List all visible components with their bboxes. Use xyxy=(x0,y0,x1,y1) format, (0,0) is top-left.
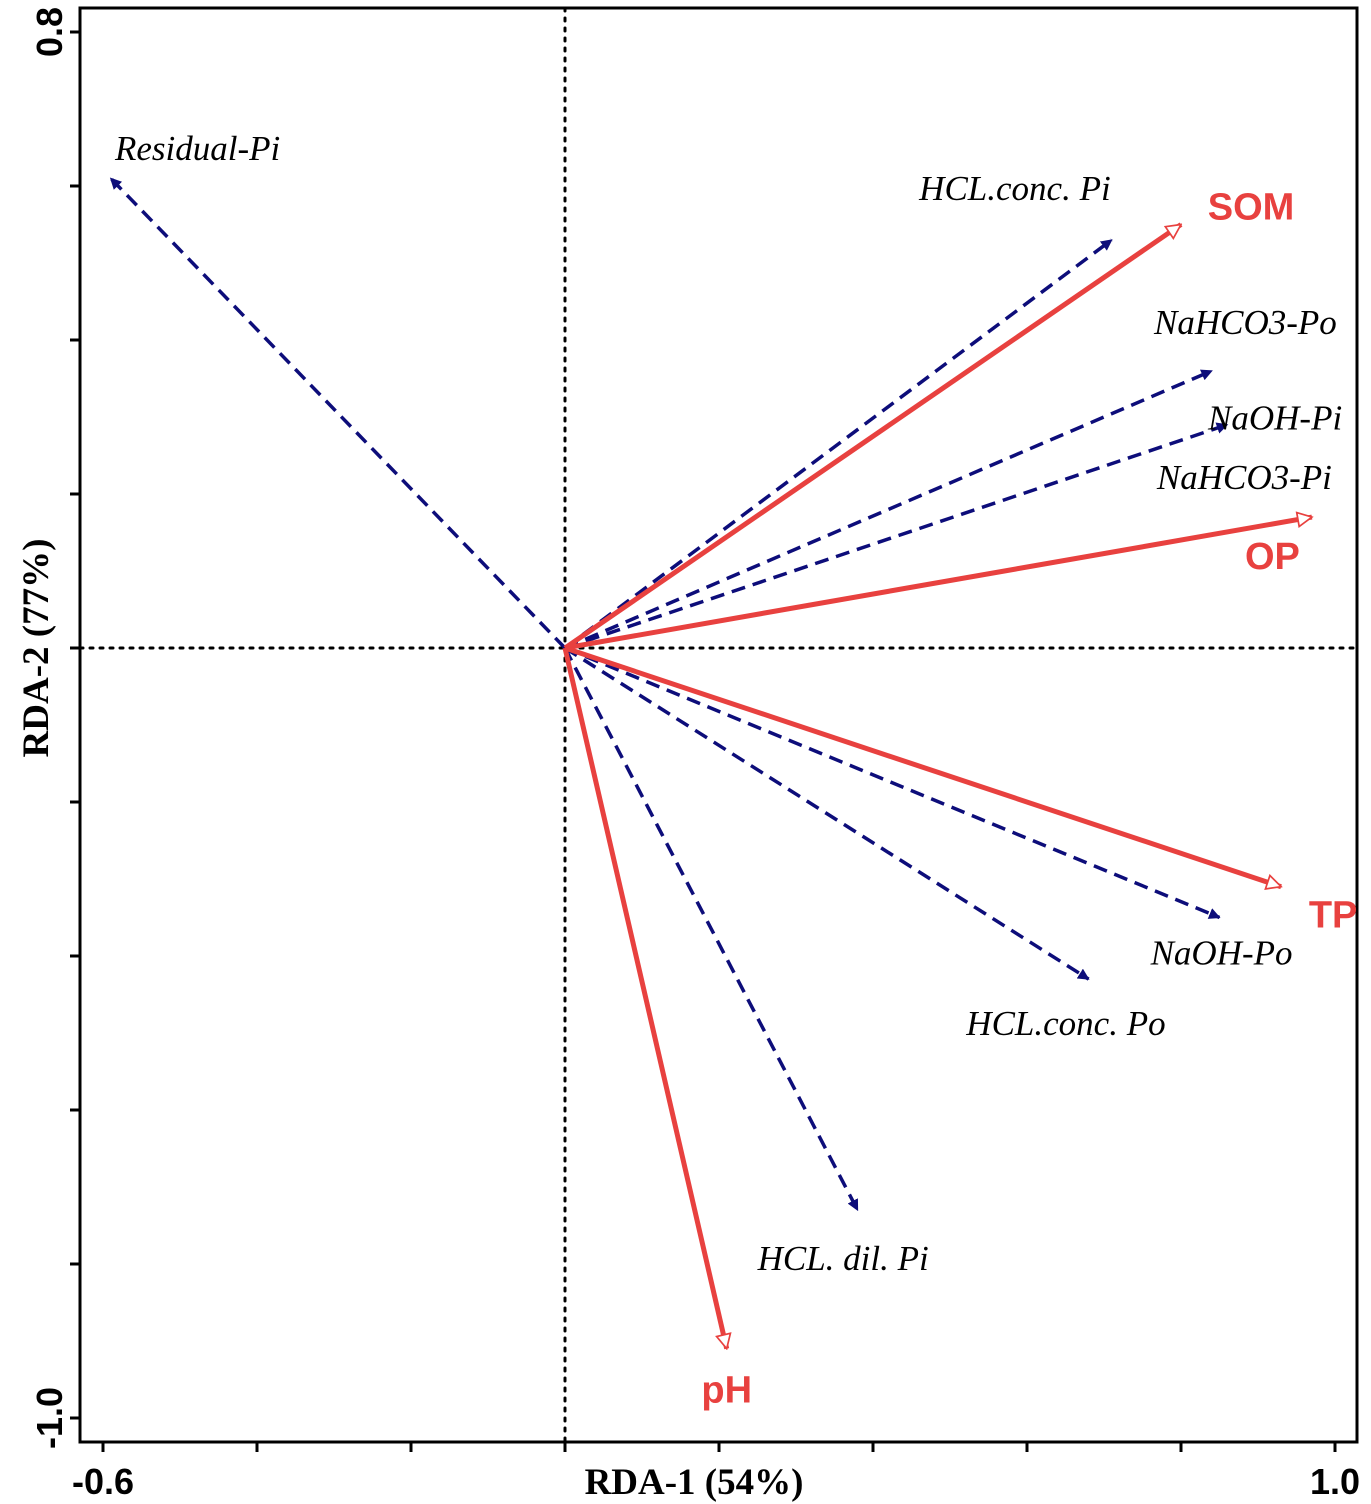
axes-layer: -0.6 1.0 0.8 -1.0 xyxy=(29,6,1360,1502)
environment-label: SOM xyxy=(1208,187,1295,229)
y-tick-label: 0.8 xyxy=(29,7,70,57)
species-arrow xyxy=(563,238,1113,650)
environment-label: pH xyxy=(701,1370,752,1412)
arrows-layer xyxy=(109,177,1312,1349)
species-label: Residual-Pi xyxy=(114,129,280,168)
species-label: NaOH-Pi xyxy=(1207,399,1342,438)
species-label: HCL.conc. Po xyxy=(965,1004,1165,1043)
species-label: NaHCO3-Pi xyxy=(1156,458,1332,497)
y-tick-label: -1.0 xyxy=(29,1387,70,1449)
environment-arrow xyxy=(564,645,1281,887)
species-arrow xyxy=(564,646,1090,981)
labels-layer: Residual-Pi HCL.conc. Pi NaHCO3-Po NaOH-Pi N… xyxy=(114,129,1357,1412)
plot-frame xyxy=(78,6,1359,1444)
x-tick-label: -0.6 xyxy=(72,1461,134,1502)
species-label: NaHCO3-Po xyxy=(1153,303,1337,342)
species-arrow xyxy=(564,422,1229,650)
species-arrow xyxy=(563,647,860,1212)
environment-arrow xyxy=(564,517,1312,651)
species-label: HCL. dil. Pi xyxy=(757,1239,929,1278)
y-axis-title: RDA-2 (77%) xyxy=(16,539,57,758)
species-arrow xyxy=(564,369,1213,650)
x-axis-title: RDA-1 (54%) xyxy=(585,1462,804,1503)
x-tick-label: 1.0 xyxy=(1310,1461,1360,1502)
species-arrow xyxy=(564,646,1221,920)
environment-label: TP xyxy=(1309,895,1358,937)
environment-label: OP xyxy=(1245,536,1300,578)
species-label: NaOH-Po xyxy=(1150,934,1293,973)
environment-arrow xyxy=(563,222,1181,651)
species-label: HCL.conc. Pi xyxy=(918,169,1111,208)
species-arrow xyxy=(109,177,567,650)
environment-arrow xyxy=(562,647,727,1349)
